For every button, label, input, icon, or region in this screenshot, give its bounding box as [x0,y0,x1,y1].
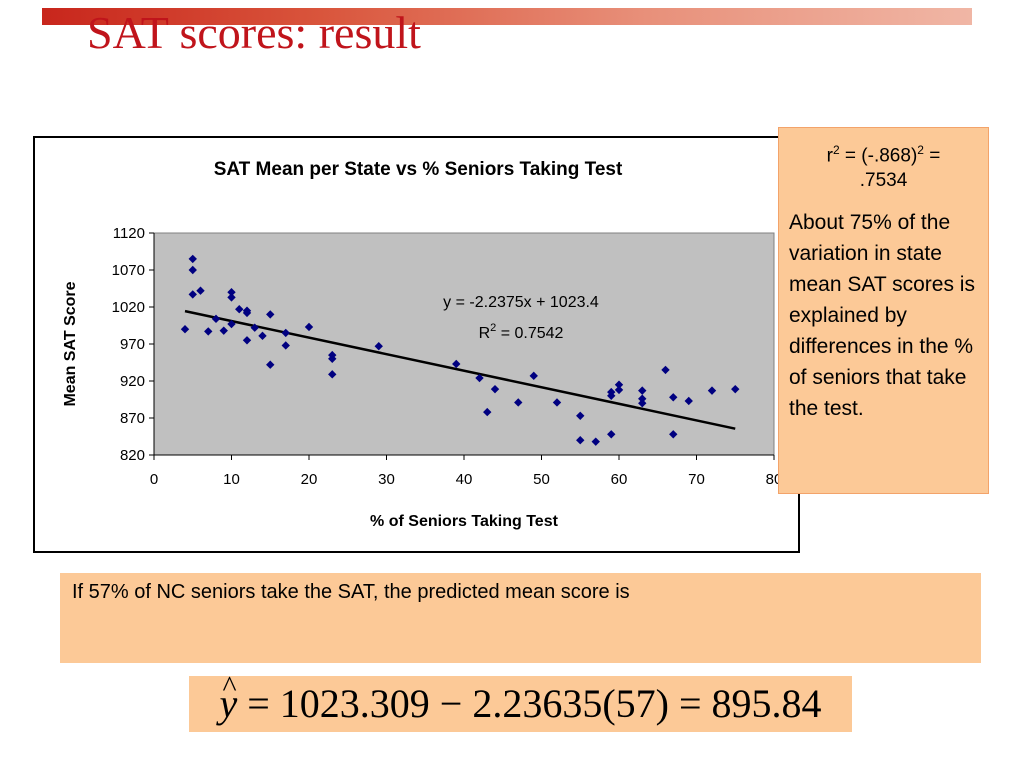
data-point [514,398,523,407]
title-accent-bar [42,8,972,25]
y-tick-label: 1120 [113,225,145,242]
y-tick-label: 820 [120,447,145,464]
data-point [266,310,275,319]
data-point [490,384,500,394]
prediction-equation: ^ y = 1023.309 − 2.23635(57) = 895.84 [189,670,852,732]
data-point [576,411,585,420]
slide-title: SAT scores: result [87,7,421,58]
trend-r2-label: R2 = 0.7542 [479,322,564,342]
x-tick-label: 40 [456,471,473,488]
data-point [707,386,717,395]
y-hat-symbol: ^ y [219,670,238,732]
data-point [614,385,624,395]
plot-area [153,232,775,456]
data-point [669,393,678,402]
data-point [684,396,693,406]
x-tick-label: 60 [611,471,628,488]
data-point [452,359,461,369]
y-axis-label: Mean SAT Score [62,281,79,406]
y-tick-label: 870 [120,410,145,427]
x-tick-label: 10 [223,471,240,488]
chart-title: SAT Mean per State vs % Seniors Taking T… [214,159,623,180]
data-point [227,319,236,329]
x-tick-label: 70 [688,471,705,488]
data-point [188,290,197,299]
data-point [483,407,492,417]
r-squared-note: r2 = (-.868)2 = .7534 About 75% of the va… [778,127,989,494]
x-tick-label: 20 [301,471,318,488]
data-point [638,386,647,395]
equation-rhs: = 1023.309 − 2.23635(57) = 895.84 [237,681,822,726]
data-point [328,354,337,363]
r2-prefix: R [479,325,491,342]
data-point [614,380,624,389]
trend-equation-label: y = -2.2375x + 1023.4 [443,294,599,311]
data-point [242,308,252,318]
data-point [591,437,600,446]
data-point [227,293,236,302]
data-point [638,399,647,408]
hat-accent: ^ [222,670,237,703]
data-point [227,288,236,297]
y-variable: y [219,681,238,726]
data-point [529,371,538,381]
prediction-prompt: If 57% of NC seniors take the SAT, the p… [60,573,981,663]
data-point [475,373,484,383]
variation-explanation: About 75% of the variation in state mean… [789,211,975,421]
data-point [638,394,647,403]
data-point [661,365,670,375]
data-point [304,322,314,332]
x-tick-label: 30 [378,471,395,488]
data-point [258,331,267,341]
r-correlation: = (-.868) [839,145,918,167]
r-squared-calc: r2 = (-.868)2 = .7534 [787,138,980,193]
y-tick-label: 920 [120,373,145,390]
data-point [219,326,228,335]
r-exponent: 2 [832,143,840,157]
r-symbol: r [826,145,833,167]
r2-value: = 0.7542 [496,325,563,342]
r-equals: = [923,145,941,167]
data-point [669,430,678,439]
y-tick-label: 970 [120,336,145,353]
data-point [281,341,290,350]
chart-frame: SAT Mean per State vs % Seniors Taking T… [33,136,800,553]
data-point [204,327,213,336]
data-point [188,265,197,275]
trendline [184,309,736,430]
data-point [552,398,562,407]
r-correlation-exponent: 2 [917,143,924,157]
x-axis-label: % of Seniors Taking Test [370,513,559,530]
data-point [607,391,616,400]
data-point [188,254,197,264]
data-point [731,384,740,394]
data-point [576,436,585,445]
r-squared-value: .7534 [859,170,908,192]
data-point [180,325,190,334]
y-tick-label: 1020 [112,299,145,316]
r2-exp: 2 [490,322,496,334]
scatter-chart: SAT Mean per State vs % Seniors Taking T… [62,159,782,530]
data-point [281,328,290,338]
data-point [607,430,616,439]
x-tick-label: 50 [533,471,550,488]
data-point [242,336,252,345]
x-tick-label: 0 [150,471,158,488]
y-tick-label: 1070 [112,262,145,279]
